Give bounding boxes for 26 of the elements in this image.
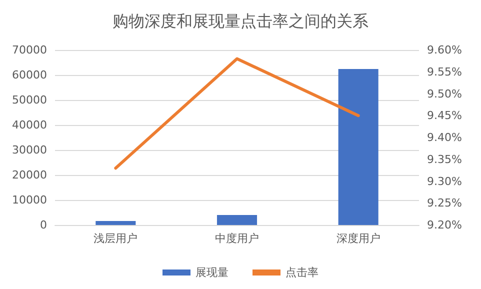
x-tick-label: 深度用户 bbox=[336, 232, 380, 245]
y2-tick-label: 9.30% bbox=[427, 174, 462, 188]
y-tick-label: 20000 bbox=[12, 168, 47, 182]
y2-tick-label: 9.55% bbox=[427, 65, 462, 78]
y2-tick-label: 9.35% bbox=[427, 152, 462, 166]
y-tick-label: 70000 bbox=[12, 44, 47, 56]
bar bbox=[338, 69, 378, 225]
y2-tick-label: 9.50% bbox=[427, 87, 462, 100]
legend-label: 展现量 bbox=[196, 266, 228, 279]
y-tick-label: 50000 bbox=[12, 94, 47, 106]
y2-tick-label: 9.60% bbox=[427, 44, 462, 56]
bar bbox=[216, 215, 258, 225]
y2-tick-label: 9.45% bbox=[427, 109, 462, 122]
legend-label: 点击率 bbox=[286, 266, 318, 279]
y-tick-label: 40000 bbox=[12, 118, 47, 132]
x-tick-label: 中度用户 bbox=[215, 232, 259, 245]
y2-tick-label: 9.40% bbox=[427, 131, 462, 144]
y-tick-label: 10000 bbox=[12, 194, 47, 206]
y2-tick-label: 9.25% bbox=[427, 196, 462, 210]
chart-title: 购物深度和展现量点击率之间的关系 bbox=[112, 12, 368, 30]
y-tick-label: 60000 bbox=[12, 68, 47, 82]
y2-tick-label: 9.20% bbox=[427, 218, 462, 232]
y-tick-label: 0 bbox=[40, 218, 47, 232]
x-tick-label: 浅层用户 bbox=[94, 232, 138, 245]
y-tick-label: 30000 bbox=[12, 144, 47, 156]
bar bbox=[96, 221, 136, 225]
